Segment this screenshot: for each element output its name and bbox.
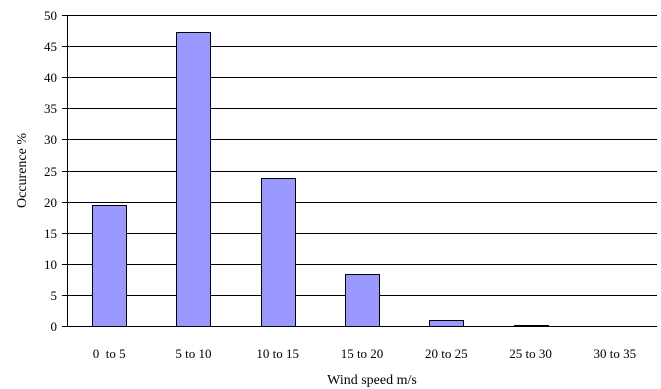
x-tick-label-4: 20 to 25 [425,346,468,361]
y-tick-label-0: 0 [51,319,58,334]
y-tick-label-25: 25 [44,164,57,179]
bars [92,32,549,327]
y-tick-label-40: 40 [44,70,57,85]
x-tick-label-3: 15 to 20 [341,346,384,361]
x-tick-label-1: 5 to 10 [175,346,211,361]
y-tick-label-45: 45 [44,39,57,54]
y-axis-title: Occurence % [15,133,30,208]
y-tick-label-10: 10 [44,257,57,272]
y-tick-label-50: 50 [44,8,57,23]
bar-2 [261,178,296,327]
bar-0 [92,205,127,327]
x-tick-labels: 0 to 5 5 to 10 10 to 15 15 to 20 20 to 25 25 … [93,346,636,361]
y-tick-label-15: 15 [44,226,57,241]
axes [67,15,657,327]
y-tick-label-5: 5 [51,288,58,303]
bar-1 [176,32,211,327]
bar-3 [345,274,380,327]
x-tick-label-5: 25 to 30 [509,346,552,361]
x-tick-label-2: 10 to 15 [256,346,299,361]
x-axis-title: Wind speed m/s [327,373,417,388]
x-tick-label-0: 0 to 5 [93,346,126,361]
y-tick-label-30: 30 [44,132,57,147]
y-tick-labels: 0 5 10 15 20 25 30 35 40 45 50 [44,8,67,334]
x-tick-label-6: 30 to 35 [594,346,637,361]
y-tick-label-35: 35 [44,101,57,116]
bar-4 [429,320,464,327]
gridlines [67,15,657,296]
y-tick-label-20: 20 [44,195,57,210]
